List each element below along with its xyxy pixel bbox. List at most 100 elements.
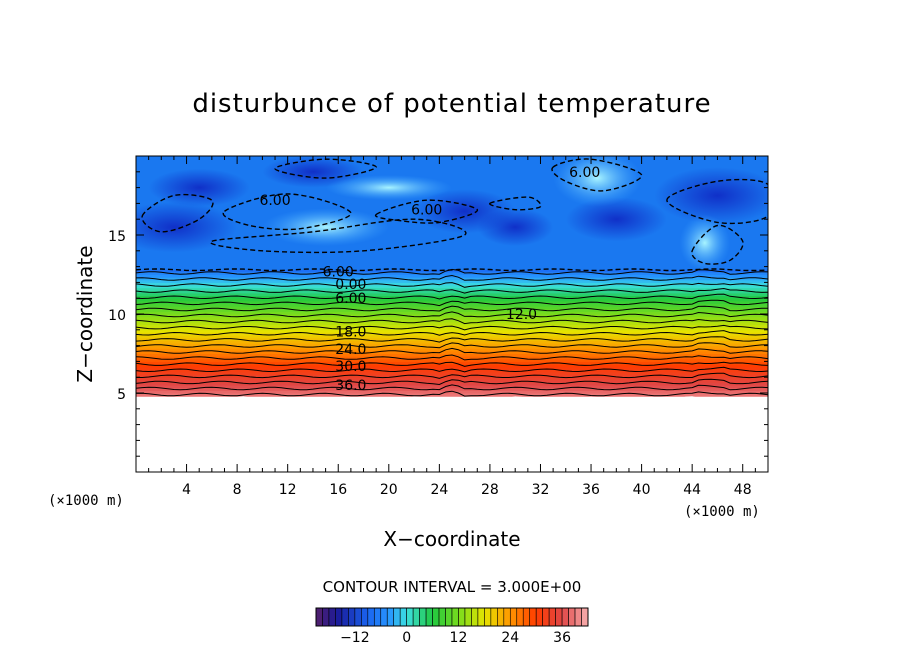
x-tick-label: 32 (532, 482, 550, 498)
colorbar-tick-label: 36 (553, 630, 571, 646)
colorbar-cell (425, 607, 433, 627)
contour-label: 6.00 (411, 203, 442, 219)
colorbar-cell (471, 607, 479, 627)
contour-label: 6.00 (569, 165, 600, 181)
contour-line (136, 390, 768, 397)
stable-band (136, 280, 768, 284)
colorbar-cell (432, 607, 440, 627)
contour-line (136, 342, 768, 349)
field-blob (679, 214, 731, 272)
colorbar-cell (568, 607, 576, 627)
stable-band (136, 369, 768, 374)
field-blob (565, 197, 667, 242)
contour-line (136, 324, 768, 331)
stable-band (136, 293, 768, 297)
stable-band (136, 364, 768, 368)
stable-band (136, 338, 768, 342)
field-blob (262, 208, 389, 247)
dashed-contour (489, 196, 542, 211)
stable-band (136, 309, 768, 313)
stable-band (136, 335, 768, 339)
x-tick-label: 44 (683, 482, 701, 498)
y-tick-label: 15 (108, 229, 126, 245)
stable-band (136, 385, 768, 389)
y-axis: 5 10 15 (108, 171, 768, 457)
contour-field: 6.006.006.006.000.006.0012.018.024.030.0… (136, 156, 768, 472)
dashed-contour (666, 178, 768, 225)
dashed-contour (141, 193, 214, 233)
y-tick-label: 5 (117, 387, 126, 403)
stable-band (136, 356, 768, 360)
contour-line (136, 274, 768, 281)
field-blob (553, 156, 642, 207)
contour-label: 6.00 (259, 193, 290, 209)
colorbar-cell (484, 607, 492, 627)
field-blob (325, 174, 452, 201)
contour-label: 18.0 (335, 324, 366, 340)
colorbar-cell (322, 607, 330, 627)
colorbar: −12 0 12 24 36 (315, 607, 589, 646)
colorbar-cell (522, 607, 531, 627)
x-tick-label: 28 (481, 482, 499, 498)
x-axis-label: X−coordinate (383, 527, 520, 551)
stable-band (136, 372, 768, 376)
dashed-contour (691, 224, 744, 265)
stable-band (136, 359, 768, 363)
stable-band (136, 330, 768, 334)
contour-label: 6.00 (335, 291, 366, 307)
colorbar-cell (328, 607, 336, 627)
colorbar-cell (561, 607, 569, 627)
colorbar-cell (445, 607, 453, 627)
colorbar-cell (477, 607, 485, 627)
colorbar-cell (341, 607, 349, 627)
x-tick-label: 40 (633, 482, 651, 498)
stable-band (136, 393, 768, 397)
contour-line (136, 384, 768, 391)
stable-band (136, 290, 768, 295)
colorbar-cell (542, 607, 550, 627)
x-axis: 4 8 12 16 20 24 28 32 36 40 44 48 (148, 156, 756, 498)
colorbar-cell (367, 607, 375, 627)
stable-band (136, 346, 768, 350)
field-blob (477, 208, 554, 247)
contour-line (136, 361, 768, 367)
contour-line (136, 347, 768, 354)
colorbar-cell (574, 607, 582, 627)
dashed-contour (136, 268, 768, 272)
x-tick-label: 20 (380, 482, 398, 498)
colorbar-cell (393, 607, 401, 627)
stable-band (136, 390, 768, 395)
contour-line (136, 336, 768, 343)
stable-band (136, 354, 768, 358)
stable-band (136, 388, 768, 392)
contour-line (136, 366, 768, 373)
contour-line (136, 378, 768, 386)
stable-band (136, 361, 768, 366)
dashed-contour (551, 158, 643, 192)
stable-band (136, 311, 768, 316)
y-tick-label: 10 (108, 308, 126, 324)
dashed-contour (274, 158, 377, 179)
colorbar-tick-label: −12 (340, 630, 370, 646)
contour-line (136, 282, 768, 288)
contour-interval-label: CONTOUR INTERVAL = 3.000E+00 (323, 578, 582, 596)
colorbar-tick-label: 12 (450, 630, 468, 646)
contour-line (136, 311, 768, 318)
colorbar-cell (386, 607, 395, 627)
colorbar-cell (458, 607, 466, 627)
contour-label: 6.00 (323, 264, 354, 280)
contour-line (136, 299, 768, 307)
contour-line (136, 330, 768, 336)
contour-line (136, 293, 768, 300)
colorbar-cell (399, 607, 407, 627)
stable-band (136, 298, 768, 302)
colorbar-cell (438, 607, 446, 627)
field-blob (654, 167, 768, 224)
x-axis-unit-right: (×1000 m) (684, 504, 760, 520)
colorbar-cell (581, 607, 589, 627)
chart-title: disturbunce of potential temperature (192, 89, 711, 119)
colorbar-cell (503, 607, 511, 627)
x-axis-unit-left: (×1000 m) (48, 493, 124, 509)
stable-band (136, 327, 768, 331)
